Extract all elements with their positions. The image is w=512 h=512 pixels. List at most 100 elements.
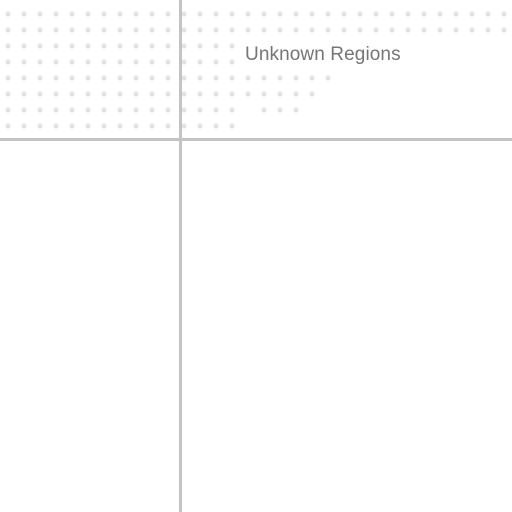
pattern-dot bbox=[181, 75, 187, 81]
pattern-dot bbox=[21, 91, 27, 97]
pattern-dot bbox=[37, 11, 43, 17]
pattern-dot bbox=[53, 43, 59, 49]
pattern-dot bbox=[101, 43, 107, 49]
region-label[interactable]: Unknown Regions bbox=[245, 44, 401, 65]
pattern-dot bbox=[229, 123, 235, 129]
pattern-dot bbox=[117, 59, 123, 65]
pattern-dot bbox=[37, 107, 43, 113]
pattern-dot bbox=[229, 59, 235, 65]
pattern-dot bbox=[53, 59, 59, 65]
pattern-dot bbox=[261, 107, 267, 113]
pattern-dot bbox=[213, 107, 219, 113]
pattern-dot bbox=[165, 43, 171, 49]
pattern-dot bbox=[21, 107, 27, 113]
pattern-dot bbox=[101, 107, 107, 113]
pattern-dot bbox=[229, 91, 235, 97]
pattern-dot bbox=[165, 91, 171, 97]
pattern-dot bbox=[133, 91, 139, 97]
grid-line-vertical bbox=[179, 0, 182, 512]
pattern-dot bbox=[85, 123, 91, 129]
pattern-dot bbox=[325, 75, 331, 81]
pattern-dot bbox=[37, 123, 43, 129]
pattern-dot bbox=[181, 27, 187, 33]
pattern-dot bbox=[181, 11, 187, 17]
pattern-dot bbox=[277, 75, 283, 81]
pattern-dot bbox=[421, 27, 427, 33]
pattern-dot bbox=[133, 107, 139, 113]
pattern-dot bbox=[133, 27, 139, 33]
pattern-dot bbox=[437, 27, 443, 33]
pattern-dot bbox=[261, 91, 267, 97]
pattern-dot bbox=[373, 27, 379, 33]
pattern-dot bbox=[149, 75, 155, 81]
pattern-dot bbox=[37, 91, 43, 97]
pattern-dot bbox=[389, 11, 395, 17]
pattern-dot bbox=[53, 91, 59, 97]
pattern-dot bbox=[149, 123, 155, 129]
pattern-dot bbox=[357, 11, 363, 17]
pattern-dot bbox=[101, 27, 107, 33]
pattern-dot bbox=[341, 11, 347, 17]
pattern-dot bbox=[85, 11, 91, 17]
pattern-dot bbox=[165, 123, 171, 129]
pattern-dot bbox=[101, 59, 107, 65]
pattern-dot bbox=[213, 123, 219, 129]
pattern-dot bbox=[229, 75, 235, 81]
pattern-dot bbox=[133, 75, 139, 81]
pattern-dot bbox=[213, 59, 219, 65]
pattern-dot bbox=[149, 27, 155, 33]
pattern-dot bbox=[245, 75, 251, 81]
pattern-dot bbox=[5, 27, 11, 33]
pattern-dot bbox=[101, 91, 107, 97]
pattern-dot bbox=[53, 11, 59, 17]
pattern-dot bbox=[69, 11, 75, 17]
pattern-dot bbox=[389, 27, 395, 33]
pattern-dot bbox=[117, 91, 123, 97]
pattern-dot bbox=[293, 11, 299, 17]
pattern-dot bbox=[197, 91, 203, 97]
grid-line-horizontal bbox=[0, 138, 512, 141]
pattern-dot bbox=[5, 91, 11, 97]
pattern-dot bbox=[469, 27, 475, 33]
pattern-dot bbox=[181, 107, 187, 113]
pattern-dot bbox=[197, 107, 203, 113]
pattern-dot bbox=[485, 11, 491, 17]
pattern-dot bbox=[309, 11, 315, 17]
pattern-dot bbox=[213, 75, 219, 81]
pattern-dot bbox=[21, 11, 27, 17]
pattern-dot bbox=[69, 91, 75, 97]
pattern-dot bbox=[133, 123, 139, 129]
pattern-dot bbox=[293, 107, 299, 113]
pattern-dot bbox=[309, 27, 315, 33]
pattern-dot bbox=[261, 27, 267, 33]
pattern-dot bbox=[293, 91, 299, 97]
pattern-dot bbox=[293, 27, 299, 33]
pattern-dot bbox=[229, 27, 235, 33]
pattern-dot bbox=[277, 27, 283, 33]
pattern-dot bbox=[69, 75, 75, 81]
pattern-dot bbox=[37, 27, 43, 33]
pattern-dot bbox=[85, 91, 91, 97]
pattern-dot bbox=[405, 27, 411, 33]
pattern-dot bbox=[21, 59, 27, 65]
pattern-dot bbox=[85, 27, 91, 33]
pattern-dot bbox=[261, 75, 267, 81]
pattern-dot bbox=[197, 75, 203, 81]
pattern-dot bbox=[165, 27, 171, 33]
pattern-dot bbox=[69, 27, 75, 33]
pattern-dot bbox=[181, 91, 187, 97]
pattern-dot bbox=[37, 75, 43, 81]
pattern-dot bbox=[197, 59, 203, 65]
pattern-dot bbox=[197, 43, 203, 49]
pattern-dot bbox=[229, 107, 235, 113]
pattern-dot bbox=[117, 123, 123, 129]
pattern-dot bbox=[117, 75, 123, 81]
pattern-dot bbox=[69, 59, 75, 65]
pattern-dot bbox=[245, 11, 251, 17]
pattern-dot bbox=[5, 59, 11, 65]
pattern-dot bbox=[213, 11, 219, 17]
pattern-dot bbox=[117, 27, 123, 33]
pattern-dot bbox=[325, 27, 331, 33]
pattern-dot bbox=[213, 43, 219, 49]
